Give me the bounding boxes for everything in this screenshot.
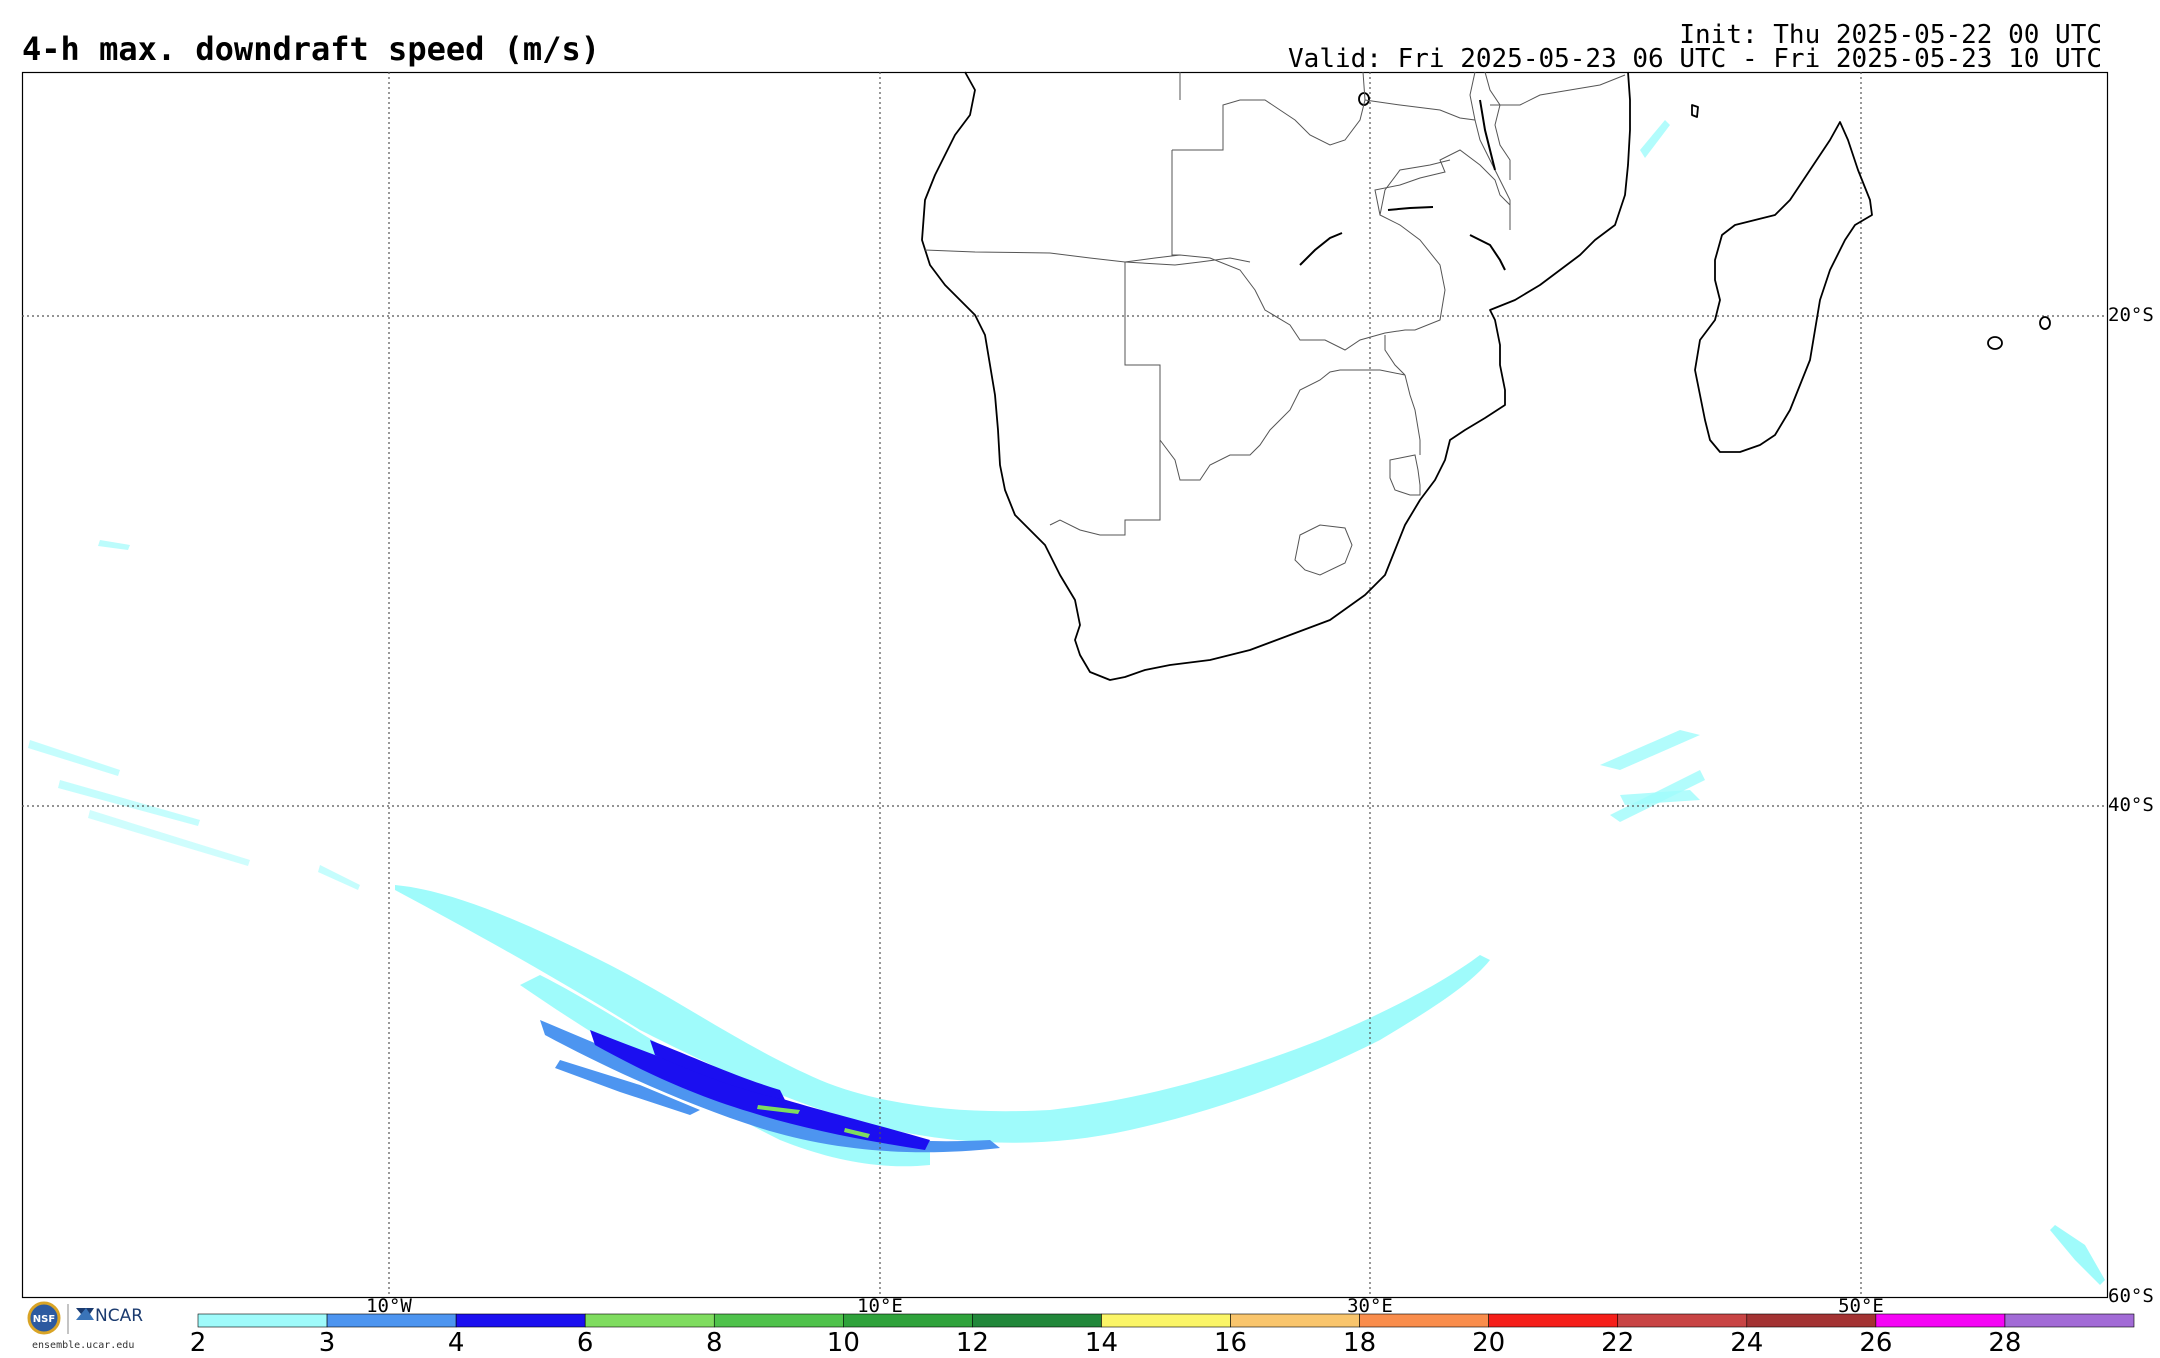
graticule	[22, 72, 2107, 1297]
colorbar-tick-label: 6	[576, 1328, 594, 1358]
lon-label-30e: 30°E	[1347, 1295, 1393, 1317]
logo-nsf-text: NSF	[33, 1314, 55, 1325]
lon-label-50e: 50°E	[1838, 1295, 1884, 1317]
colorbar-tick-label: 14	[1084, 1328, 1118, 1358]
map-frame	[21, 71, 2109, 1299]
colorbar-tick-label: 4	[447, 1328, 465, 1358]
colorbar-tick-label: 16	[1213, 1328, 1248, 1358]
colorbar-tick-label: 18	[1343, 1328, 1377, 1358]
lat-label-20s: 20°S	[2108, 304, 2154, 326]
lon-label-10w: 10°W	[366, 1295, 412, 1317]
colorbar-tick-label: 8	[705, 1328, 723, 1358]
colorbar-tick-label: 28	[1988, 1328, 2022, 1358]
coastlines	[921, 71, 2051, 681]
colorbar-tick-label: 10	[826, 1328, 860, 1358]
colorbar-tick-label: 2	[189, 1328, 207, 1358]
colorbar-tick-label: 12	[955, 1328, 989, 1358]
lat-label-60s: 60°S	[2108, 1285, 2154, 1307]
country-borders	[924, 71, 1626, 576]
downdraft-shading	[28, 120, 2105, 1285]
lakes	[1299, 99, 1506, 271]
map-title: 4-h max. downdraft speed (m/s)	[22, 30, 600, 68]
init-time: Init: Thu 2025-05-22 00 UTC	[1679, 20, 2102, 50]
ncar-logo-text: NCAR	[95, 1306, 144, 1326]
website-text: ensemble.ucar.edu	[32, 1340, 135, 1351]
colorbar-tick-label: 20	[1472, 1328, 1506, 1358]
colorbar-tick-label: 24	[1730, 1328, 1764, 1358]
colorbar-tick-label: 22	[1601, 1328, 1635, 1358]
nsf-ncar-logo: NSF	[27, 1301, 94, 1335]
lat-label-40s: 40°S	[2108, 794, 2154, 816]
lon-label-10e: 10°E	[857, 1295, 903, 1317]
colorbar-tick-label: 26	[1859, 1328, 1893, 1358]
valid-time: Valid: Fri 2025-05-23 06 UTC - Fri 2025-…	[1288, 44, 2102, 74]
colorbar-tick-label: 3	[318, 1328, 336, 1358]
